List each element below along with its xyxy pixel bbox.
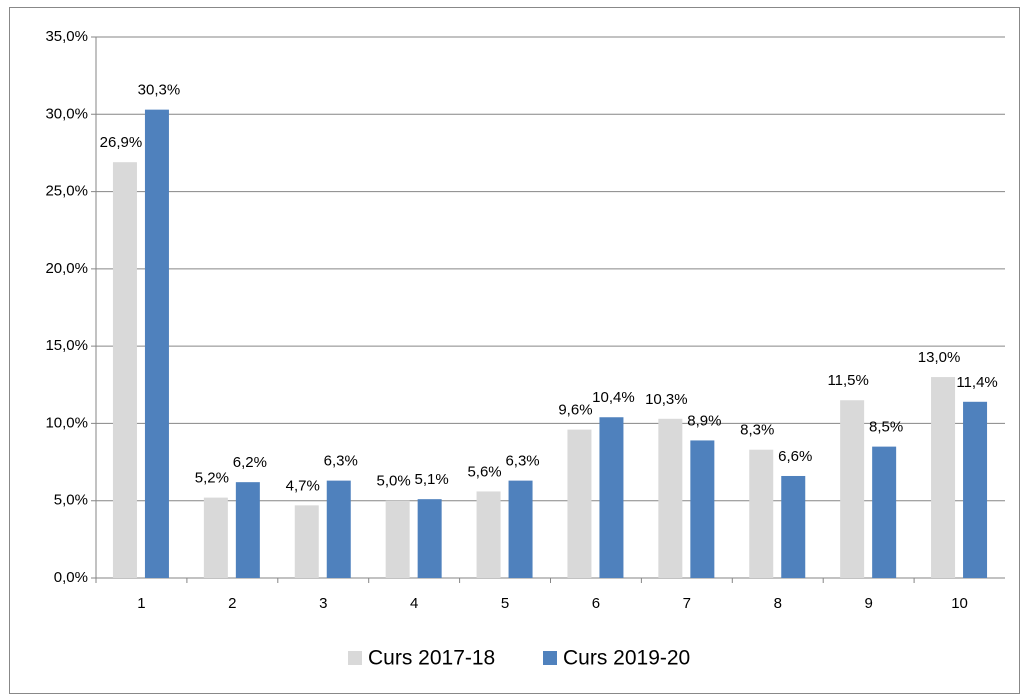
- y-tick-label: 25,0%: [45, 183, 88, 200]
- data-label: 6,6%: [778, 448, 812, 465]
- x-tick-label: 6: [592, 595, 600, 612]
- bar: [690, 440, 715, 578]
- data-label: 11,4%: [956, 374, 997, 391]
- data-label: 8,9%: [687, 412, 721, 429]
- bar: [294, 505, 319, 578]
- bar: [567, 429, 592, 578]
- bar: [840, 400, 865, 578]
- bar: [385, 500, 410, 578]
- bar: [781, 475, 806, 578]
- bar: [508, 480, 533, 578]
- data-label: 5,0%: [377, 473, 411, 490]
- legend-swatch: [348, 651, 362, 665]
- y-tick-label: 10,0%: [45, 414, 88, 431]
- bar: [112, 162, 137, 578]
- data-label: 6,3%: [505, 453, 539, 470]
- bar: [658, 418, 683, 578]
- data-label: 5,1%: [415, 471, 449, 488]
- y-tick-label: 15,0%: [45, 337, 88, 354]
- y-tick-label: 0,0%: [54, 569, 88, 586]
- data-label: 13,0%: [918, 349, 961, 366]
- x-tick-label: 7: [683, 595, 691, 612]
- data-label: 5,2%: [195, 470, 229, 487]
- legend-label: Curs 2019-20: [563, 647, 690, 670]
- x-tick-label: 4: [410, 595, 418, 612]
- data-label: 10,4%: [592, 389, 635, 406]
- bar: [203, 497, 228, 578]
- bar: [476, 491, 501, 578]
- data-label: 10,3%: [645, 391, 688, 408]
- y-tick-label: 35,0%: [45, 28, 88, 45]
- data-label: 4,7%: [286, 477, 320, 494]
- legend-label: Curs 2017-18: [368, 647, 495, 670]
- data-label: 8,5%: [869, 419, 903, 436]
- data-label: 6,2%: [233, 454, 267, 471]
- y-tick-label: 30,0%: [45, 105, 88, 122]
- data-label: 6,3%: [324, 453, 358, 470]
- data-label: 30,3%: [138, 82, 181, 99]
- legend-swatch: [543, 651, 557, 665]
- bar: [144, 109, 169, 579]
- bar: [749, 449, 774, 578]
- x-tick-label: 8: [774, 595, 782, 612]
- x-tick-label: 9: [864, 595, 872, 612]
- bar: [931, 377, 956, 578]
- bar: [872, 446, 897, 578]
- bar: [599, 417, 624, 578]
- x-tick-label: 5: [501, 595, 509, 612]
- chart-border: [9, 7, 1020, 694]
- x-tick-label: 1: [137, 595, 145, 612]
- bar: [417, 499, 442, 578]
- data-label: 9,6%: [558, 402, 592, 419]
- data-label: 8,3%: [740, 422, 774, 439]
- x-tick-label: 3: [319, 595, 327, 612]
- bar: [326, 480, 351, 578]
- data-label: 5,6%: [467, 463, 501, 480]
- bar: [235, 482, 260, 578]
- x-tick-label: 2: [228, 595, 236, 612]
- bar: [963, 401, 988, 578]
- data-label: 26,9%: [100, 134, 143, 151]
- x-tick-label: 10: [951, 595, 968, 612]
- y-tick-label: 20,0%: [45, 260, 88, 277]
- data-label: 11,5%: [827, 372, 868, 389]
- y-tick-label: 5,0%: [54, 492, 88, 509]
